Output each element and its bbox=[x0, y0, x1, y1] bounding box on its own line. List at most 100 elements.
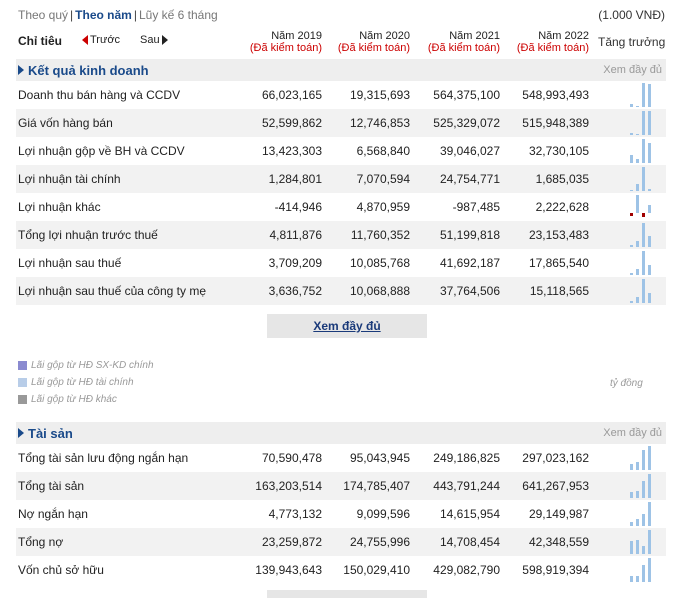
row-value: 39,046,027 bbox=[439, 144, 500, 158]
row-label: Lợi nhuận sau thuế của công ty mẹ bbox=[18, 284, 206, 298]
spark-bar bbox=[648, 446, 651, 470]
row-value: 14,708,454 bbox=[439, 535, 500, 549]
spark-bar bbox=[630, 492, 633, 498]
spark-bar bbox=[636, 462, 639, 470]
spark-bar bbox=[636, 519, 639, 526]
growth-sparkline bbox=[630, 195, 651, 217]
row-label: Giá vốn hàng bán bbox=[18, 116, 113, 130]
view-all-button[interactable]: Xem đầy đủ bbox=[267, 314, 427, 338]
row-value: 41,692,187 bbox=[439, 256, 500, 270]
row-value: 598,919,394 bbox=[522, 563, 589, 577]
spark-bar bbox=[642, 167, 645, 191]
row-value: 174,785,407 bbox=[343, 479, 410, 493]
spark-bar bbox=[630, 576, 633, 582]
spark-bar bbox=[642, 481, 645, 498]
growth-sparkline bbox=[630, 83, 651, 107]
period-switcher: Theo quý | Theo năm | Lũy kế 6 tháng bbox=[18, 8, 218, 22]
arrow-right-icon bbox=[161, 35, 168, 45]
table-row: Lợi nhuận tài chính 1,284,801 7,070,594 24,… bbox=[16, 165, 666, 193]
table-row: Lợi nhuận sau thuế 3,709,209 10,085,768 41,… bbox=[16, 249, 666, 277]
row-value: 515,948,389 bbox=[522, 116, 589, 130]
row-value: 10,068,888 bbox=[349, 284, 410, 298]
view-all-link[interactable]: Xem đầy đủ bbox=[603, 64, 662, 76]
spark-bar bbox=[642, 83, 645, 107]
row-value: 4,811,876 bbox=[269, 228, 323, 242]
spark-bar bbox=[630, 273, 633, 275]
row-value: 24,754,771 bbox=[439, 172, 500, 186]
legend-swatch bbox=[18, 395, 27, 404]
row-value: 163,203,514 bbox=[255, 479, 322, 493]
spark-bar bbox=[648, 558, 651, 582]
year-header-2020: Năm 2020 (Đã kiểm toán) bbox=[337, 30, 410, 54]
spark-bar bbox=[648, 205, 651, 213]
row-value: 15,118,565 bbox=[529, 284, 589, 298]
spark-bar bbox=[648, 111, 651, 135]
spark-bar bbox=[642, 279, 645, 303]
row-value: 548,993,493 bbox=[522, 88, 589, 102]
spark-bar bbox=[648, 530, 651, 554]
prev-button[interactable]: Trước bbox=[82, 34, 120, 46]
spark-bar bbox=[636, 269, 639, 275]
view-all-link[interactable]: Xem đầy đủ bbox=[603, 427, 662, 439]
table-row: Lợi nhuận khác -414,946 4,870,959 -987,485 2… bbox=[16, 193, 666, 221]
spark-bar bbox=[630, 190, 633, 191]
spark-bar bbox=[630, 301, 633, 303]
tab-ytd[interactable]: Lũy kế 6 tháng bbox=[138, 8, 218, 22]
tab-year[interactable]: Theo năm bbox=[75, 8, 132, 22]
row-value: 37,764,506 bbox=[439, 284, 500, 298]
row-value: 32,730,105 bbox=[528, 144, 589, 158]
view-all-button[interactable] bbox=[267, 590, 427, 598]
row-label: Tổng lợi nhuận trước thuế bbox=[18, 228, 158, 242]
row-value: 23,153,483 bbox=[528, 228, 589, 242]
growth-sparkline bbox=[630, 251, 651, 275]
row-value: 525,329,072 bbox=[433, 116, 500, 130]
row-label: Tổng nợ bbox=[18, 535, 64, 549]
spark-bar bbox=[642, 213, 645, 217]
legend-item: Lãi gộp từ HĐ tài chính bbox=[18, 377, 134, 388]
section-title: Tài sản bbox=[28, 426, 73, 441]
legend-item: Lãi gộp từ HĐ khác bbox=[18, 394, 117, 405]
row-value: 4,773,132 bbox=[268, 507, 322, 521]
tab-quarter[interactable]: Theo quý bbox=[18, 8, 69, 22]
row-value: 52,599,862 bbox=[261, 116, 322, 130]
row-label: Lợi nhuận tài chính bbox=[18, 172, 121, 186]
spark-bar bbox=[648, 236, 651, 247]
section-business-results: Kết quả kinh doanh Xem đầy đủ bbox=[16, 59, 666, 81]
year-header-2019: Năm 2019 (Đã kiểm toán) bbox=[249, 30, 322, 54]
arrow-left-icon bbox=[82, 35, 88, 45]
spark-bar bbox=[642, 251, 645, 275]
spark-bar bbox=[630, 155, 633, 163]
spark-bar bbox=[636, 540, 639, 554]
row-value: 10,085,768 bbox=[349, 256, 410, 270]
row-label: Lợi nhuận khác bbox=[18, 200, 101, 214]
growth-sparkline bbox=[630, 502, 651, 526]
section-assets: Tài sản Xem đầy đủ bbox=[16, 422, 666, 444]
row-value: 150,029,410 bbox=[343, 563, 410, 577]
row-value: 70,590,478 bbox=[261, 451, 322, 465]
year-header-2022: Năm 2022 (Đã kiểm toán) bbox=[516, 30, 589, 54]
table-row: Nợ ngắn hạn 4,773,132 9,099,596 14,615,954 2… bbox=[16, 500, 666, 528]
row-value: 641,267,953 bbox=[522, 479, 589, 493]
row-value: 297,023,162 bbox=[522, 451, 589, 465]
row-value: 139,943,643 bbox=[255, 563, 322, 577]
table-row: Vốn chủ sở hữu 139,943,643 150,029,410 429,… bbox=[16, 556, 666, 584]
row-value: 12,746,853 bbox=[349, 116, 410, 130]
spark-bar bbox=[630, 133, 633, 135]
table-row: Tổng tài sản 163,203,514 174,785,407 443,79… bbox=[16, 472, 666, 500]
row-value: 13,423,303 bbox=[261, 144, 322, 158]
row-value: 17,865,540 bbox=[528, 256, 589, 270]
row-value: 14,615,954 bbox=[439, 507, 500, 521]
indicator-header: Chỉ tiêu bbox=[18, 34, 62, 48]
row-label: Nợ ngắn hạn bbox=[18, 507, 88, 521]
growth-sparkline bbox=[630, 530, 651, 554]
next-button[interactable]: Sau bbox=[140, 34, 168, 46]
row-value: 95,043,945 bbox=[349, 451, 410, 465]
spark-bar bbox=[648, 474, 651, 498]
row-label: Lợi nhuận gộp về BH và CCDV bbox=[18, 144, 185, 158]
row-value: 429,082,790 bbox=[433, 563, 500, 577]
row-value: 24,755,996 bbox=[349, 535, 410, 549]
spark-bar bbox=[636, 576, 639, 582]
spark-bar bbox=[648, 84, 651, 107]
spark-bar bbox=[636, 134, 639, 135]
row-value: 66,023,165 bbox=[261, 88, 322, 102]
